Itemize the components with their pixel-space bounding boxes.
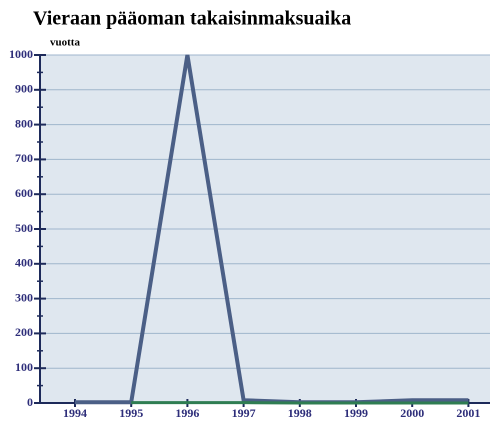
y-tick-label: 900 [15, 82, 33, 96]
x-tick-label: 1994 [63, 406, 87, 420]
y-tick-label: 200 [15, 325, 33, 339]
y-tick-label: 600 [15, 186, 33, 200]
y-tick-label: 300 [15, 290, 33, 304]
y-tick-label: 100 [15, 360, 33, 374]
line-series [75, 54, 469, 405]
y-tick-label: 800 [15, 116, 33, 130]
y-tick-label: 500 [15, 221, 33, 235]
x-tick-label: 1998 [288, 406, 312, 420]
x-tick-label: 1995 [119, 406, 143, 420]
chart-title: Vieraan pääoman takaisinmaksuaika [33, 8, 351, 30]
x-tick-label: 1996 [175, 406, 199, 420]
x-tick-label: 2001 [456, 406, 480, 420]
x-tick-label: 2000 [400, 406, 424, 420]
y-tick-label: 700 [15, 151, 33, 165]
y-tick-label: 0 [27, 395, 33, 409]
x-tick-label: 1997 [232, 406, 256, 420]
y-tick-label: 400 [15, 256, 33, 270]
x-tick-label: 1999 [344, 406, 368, 420]
y-axis-label: vuotta [50, 37, 80, 49]
y-tick-label: 1000 [9, 47, 33, 61]
